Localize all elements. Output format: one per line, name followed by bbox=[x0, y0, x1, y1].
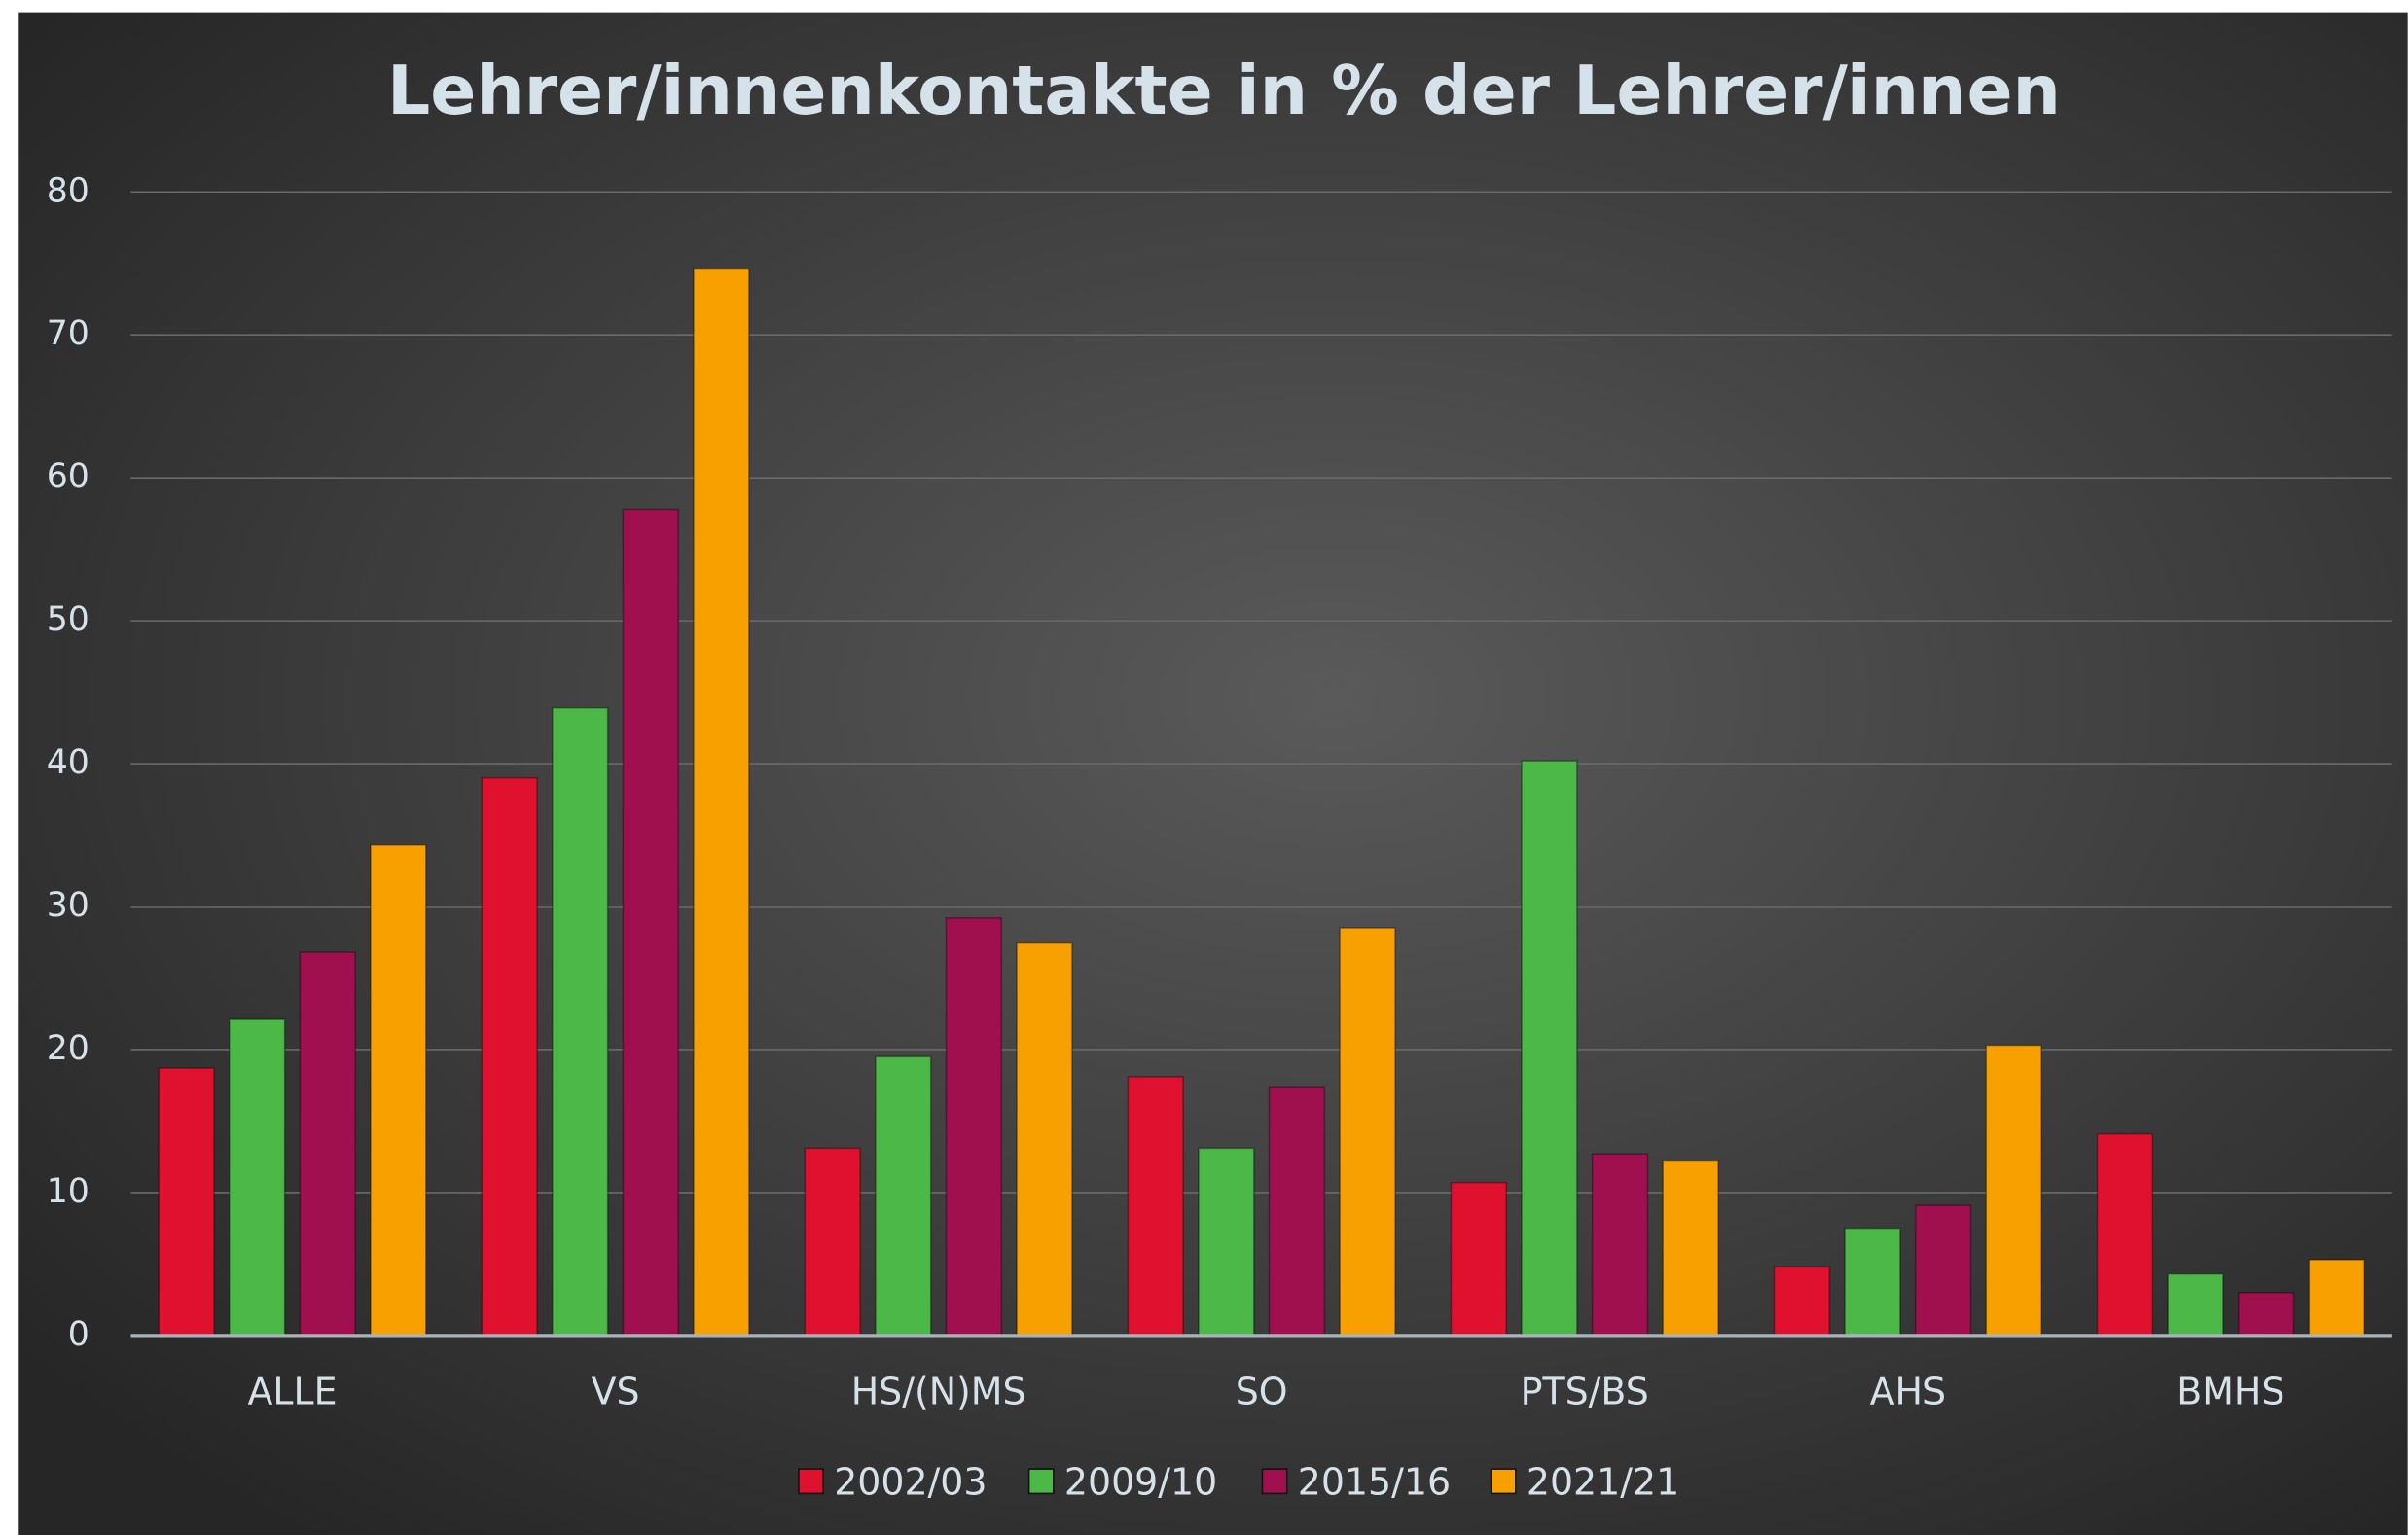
bar bbox=[1127, 1076, 1184, 1337]
bar bbox=[1591, 1153, 1649, 1337]
x-tick-label: AHS bbox=[1870, 1370, 1946, 1412]
x-tick-label: BMHS bbox=[2176, 1370, 2284, 1412]
bar bbox=[552, 706, 609, 1337]
bar bbox=[1339, 927, 1396, 1337]
bar bbox=[370, 844, 427, 1337]
bar bbox=[1268, 1086, 1326, 1337]
bar bbox=[1198, 1147, 1255, 1337]
y-tick-label: 0 bbox=[68, 1315, 90, 1354]
y-tick-label: 10 bbox=[47, 1172, 90, 1211]
bar bbox=[1773, 1266, 1831, 1337]
legend-swatch bbox=[1490, 1468, 1517, 1495]
legend-swatch bbox=[798, 1468, 824, 1495]
bar bbox=[2096, 1132, 2154, 1337]
bar bbox=[1914, 1204, 1972, 1337]
legend-label: 2021/21 bbox=[1527, 1460, 1679, 1503]
bar bbox=[2308, 1259, 2365, 1337]
bar bbox=[622, 508, 680, 1337]
bar bbox=[2237, 1291, 2295, 1337]
legend-label: 2015/16 bbox=[1298, 1460, 1451, 1503]
bar bbox=[481, 776, 538, 1337]
bar bbox=[875, 1055, 932, 1337]
y-tick-label: 60 bbox=[47, 457, 90, 496]
bar bbox=[1521, 760, 1578, 1337]
bar bbox=[2167, 1272, 2224, 1337]
bar bbox=[804, 1147, 861, 1337]
x-tick-label: VS bbox=[592, 1370, 640, 1412]
x-tick-label: SO bbox=[1236, 1370, 1288, 1412]
legend-swatch bbox=[1027, 1468, 1055, 1495]
x-tick-label: HS/(N)MS bbox=[851, 1370, 1026, 1412]
y-tick-label: 50 bbox=[47, 600, 90, 639]
y-tick-label: 40 bbox=[47, 743, 90, 782]
legend-label: 2002/03 bbox=[834, 1460, 987, 1503]
bar bbox=[1016, 941, 1073, 1337]
y-tick-label: 20 bbox=[47, 1029, 90, 1068]
legend-label: 2009/10 bbox=[1064, 1460, 1217, 1503]
y-tick-label: 70 bbox=[47, 314, 90, 353]
y-tick-label: 80 bbox=[47, 171, 90, 210]
x-tick-label: PTS/BS bbox=[1521, 1370, 1649, 1412]
bar bbox=[299, 951, 356, 1337]
bar bbox=[1844, 1227, 1901, 1337]
legend-swatch bbox=[1261, 1468, 1288, 1495]
bar bbox=[1662, 1160, 1719, 1337]
bar bbox=[229, 1018, 286, 1337]
bar bbox=[945, 916, 1003, 1337]
x-tick-label: ALLE bbox=[247, 1370, 337, 1412]
chart-title: Lehrer/innenkontakte in % der Lehrer/inn… bbox=[387, 53, 2061, 130]
bar bbox=[158, 1067, 215, 1337]
y-tick-label: 30 bbox=[47, 886, 90, 925]
bar bbox=[1985, 1044, 2042, 1337]
bar bbox=[1450, 1181, 1508, 1337]
bar bbox=[693, 268, 750, 1337]
